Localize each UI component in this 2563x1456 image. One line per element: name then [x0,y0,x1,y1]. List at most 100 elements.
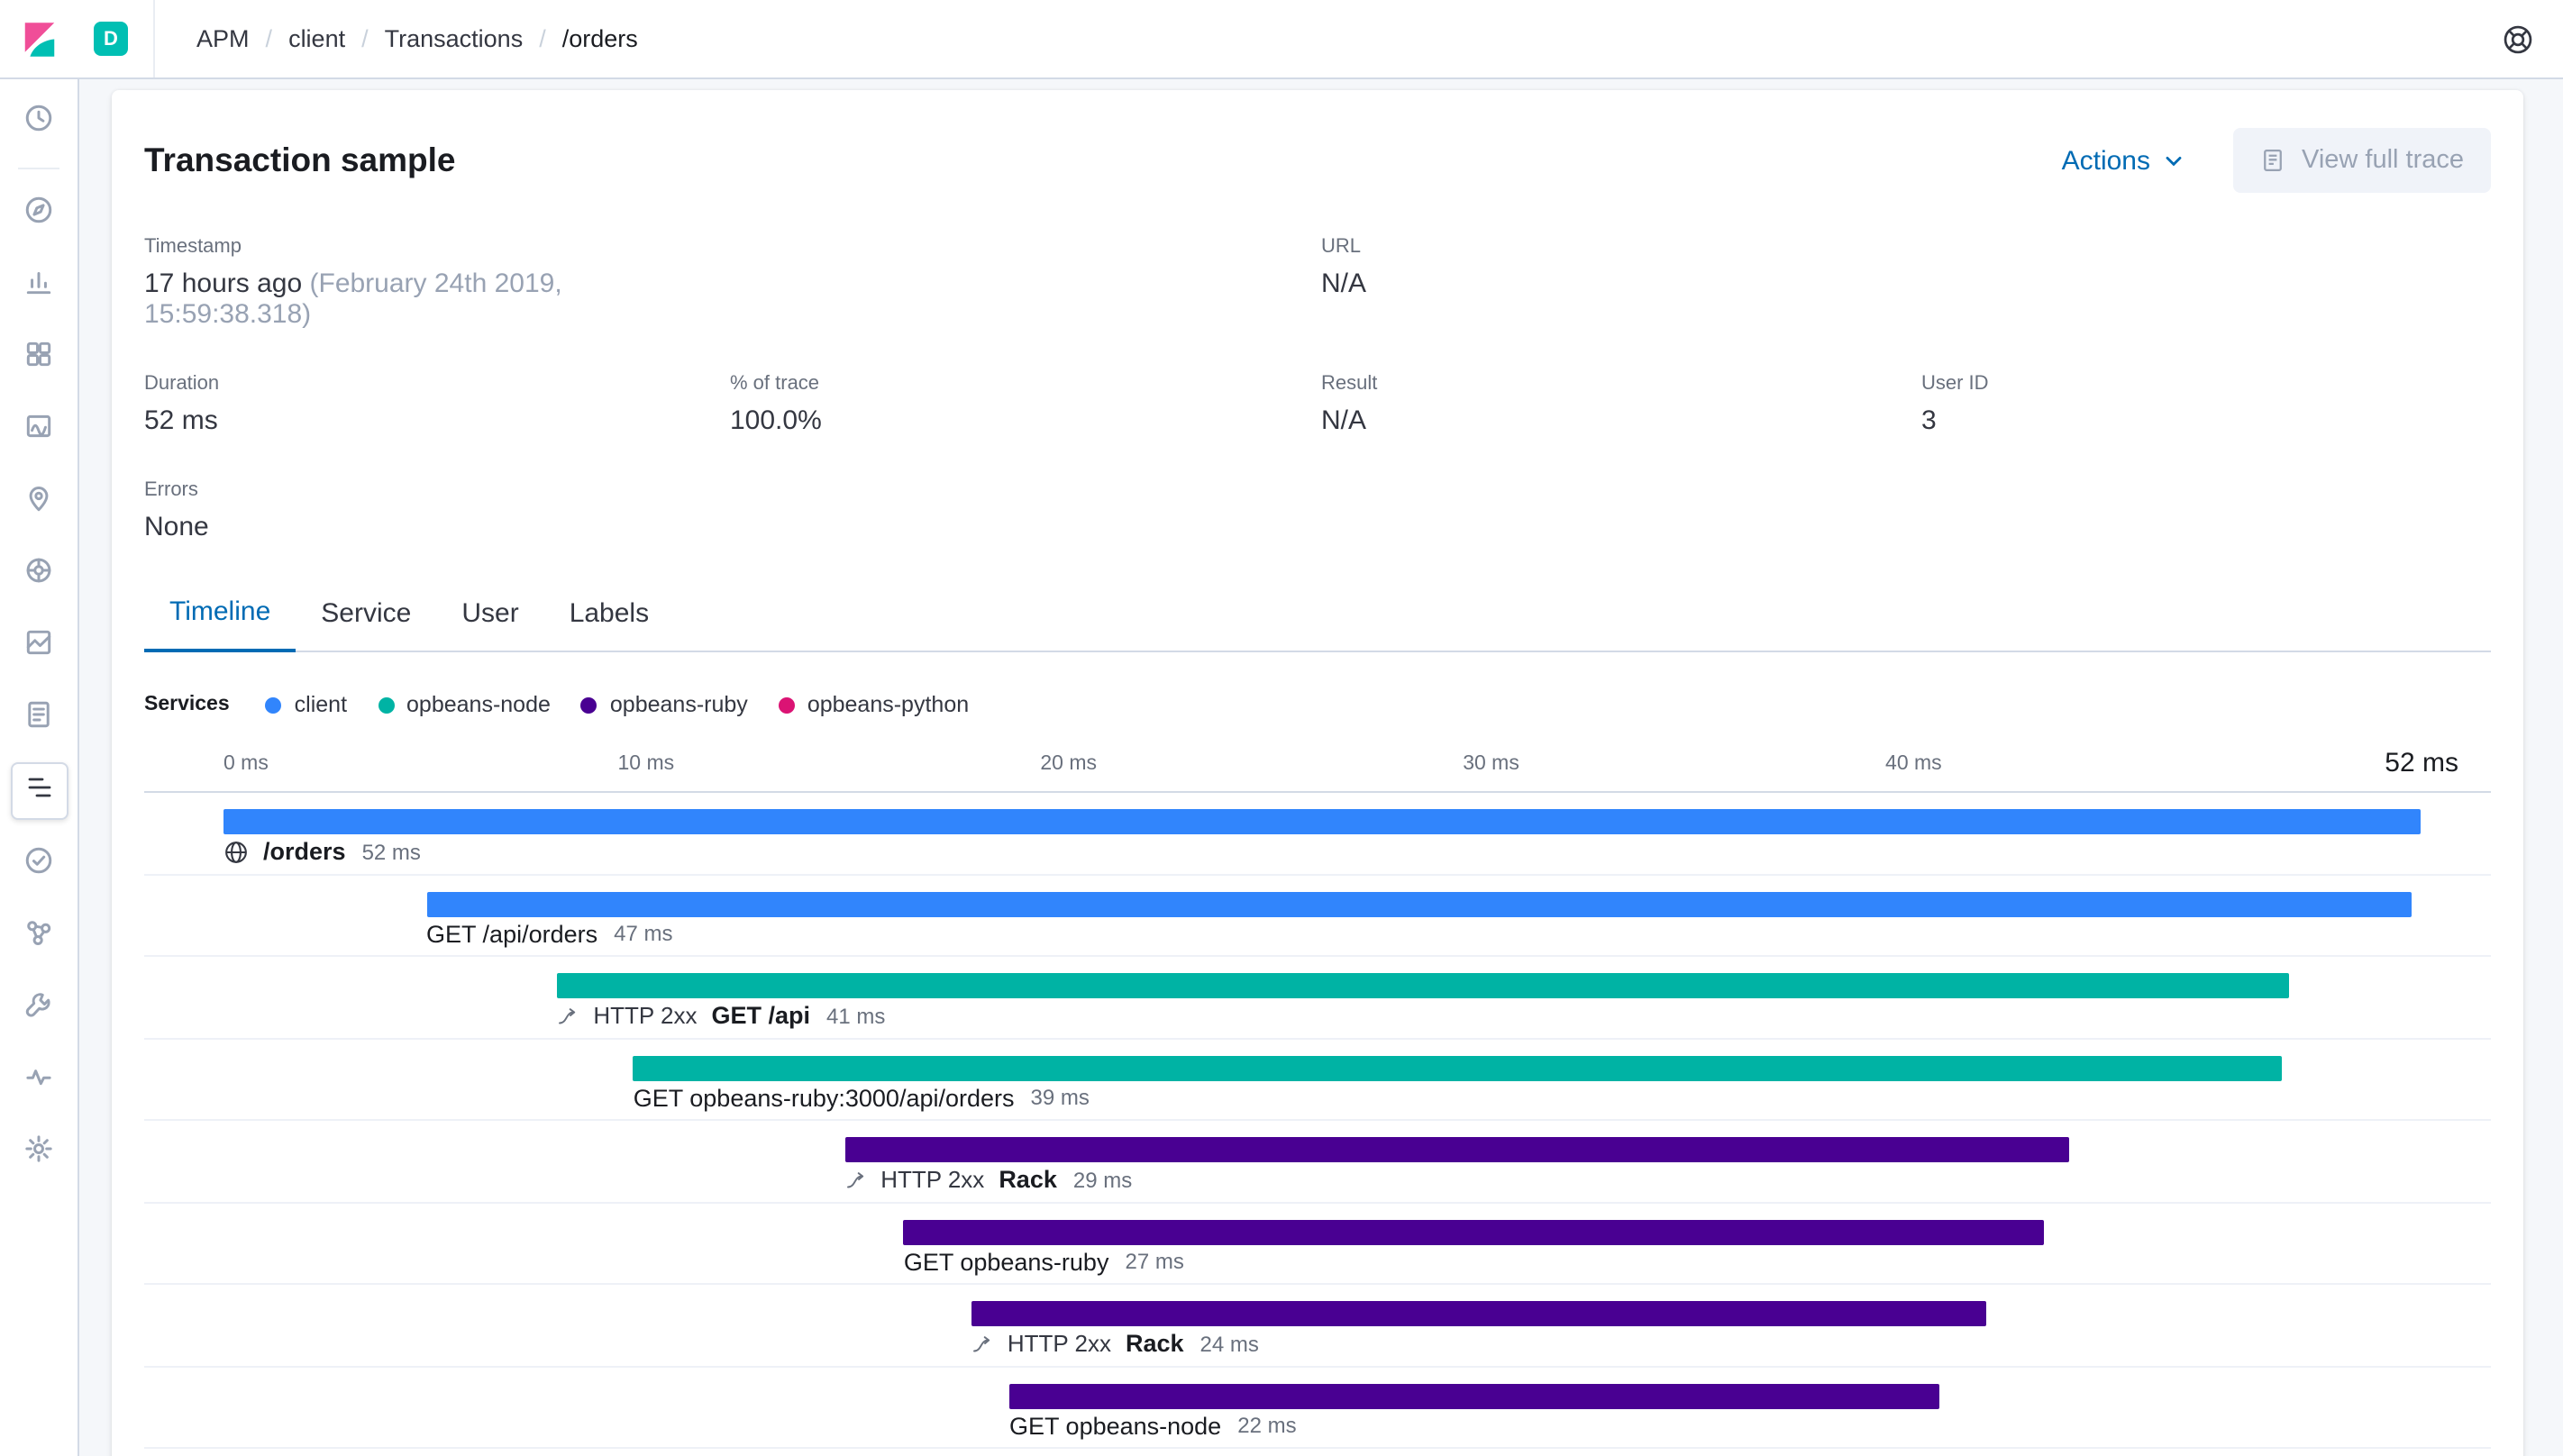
waterfall-label: HTTP 2xx Rack 24 ms [971,1330,1259,1357]
user-id-value: 3 [1921,405,1937,436]
waterfall-bar[interactable] [426,891,2413,916]
sidebar-item-machine-learning[interactable] [23,557,54,589]
services-legend: Services client opbeans-node opbeans-ruby o… [144,652,2491,717]
sidebar-item-canvas[interactable] [23,629,54,661]
sidebar-item-recent[interactable] [23,104,54,137]
view-full-trace-button[interactable]: View full trace [2233,128,2491,193]
waterfall-label: HTTP 2xx GET /api 41 ms [557,1002,885,1029]
waterfall-row[interactable]: HTTP 2xx Rack 24 ms [144,1285,2491,1367]
tab-timeline[interactable]: Timeline [144,596,296,652]
sidebar-item-discover[interactable] [23,196,54,229]
legend-dot-icon [265,696,282,713]
span-duration: 52 ms [361,839,421,864]
timeline-header: Services client opbeans-node opbeans-ruby o… [144,652,2491,793]
breadcrumb-item[interactable]: APM [196,25,250,52]
canvas-icon [23,626,54,666]
graph-icon [23,916,54,956]
visualize-icon [23,266,54,305]
sidebar-item-management[interactable] [23,1134,54,1168]
waterfall-row[interactable]: GET opbeans-ruby 27 ms [144,1203,2491,1285]
panel-header: Transaction sample Actions View f [112,90,2523,193]
waterfall-bar[interactable] [971,1301,1986,1326]
top-bar: D APM / client / Transactions / /orders [0,0,2563,79]
sidebar-item-timelion[interactable] [23,414,54,445]
timestamp-label: Timestamp [144,236,242,258]
duration-label: Duration [144,373,220,395]
sidebar-item-maps[interactable] [23,486,54,517]
breadcrumb-item[interactable]: Transactions [384,25,524,52]
waterfall-label: GET opbeans-ruby:3000/api/orders 39 ms [634,1084,1090,1111]
space-avatar[interactable]: D [94,22,128,56]
axis-tick-label: 20 ms [1040,753,1098,775]
waterfall-row[interactable]: /orders 52 ms [144,793,2491,875]
legend-label: opbeans-ruby [609,692,748,717]
chevron-down-icon [2166,156,2182,167]
tab-user[interactable]: User [436,596,543,651]
apm-icon [24,772,53,810]
tab-service[interactable]: Service [296,596,436,651]
sidebar-item-dev-tools[interactable] [23,992,54,1024]
waterfall-bar[interactable] [1009,1383,1939,1408]
waterfall-bar[interactable] [223,809,2421,834]
actions-menu-button[interactable]: Actions [2062,145,2186,176]
kibana-logo-icon [23,22,54,56]
sidebar-item-graph[interactable] [23,920,54,951]
errors-value: None [144,512,209,542]
trace-pct-label: % of trace [730,373,820,395]
metadata-errors: Errors None [144,479,730,542]
waterfall-bar[interactable] [903,1219,2045,1244]
waterfall-bar[interactable] [844,1137,2070,1162]
span-type-label: HTTP 2xx [1007,1330,1111,1357]
sidebar-item-apm[interactable] [10,762,68,820]
span-type-label: HTTP 2xx [593,1002,698,1029]
axis-tick-label: 0 ms [223,753,269,775]
span-name: GET /api [711,1002,811,1029]
span-duration: 47 ms [614,921,673,946]
errors-label: Errors [144,479,198,501]
waterfall-bar[interactable] [557,973,2290,998]
metadata-result: Result N/A [1321,373,1921,436]
trace-document-icon [2264,150,2282,171]
kibana-logo-button[interactable] [0,21,78,57]
detail-tabs: Timeline Service User Labels [144,596,2491,652]
management-icon [23,1133,54,1172]
waterfall-row[interactable]: HTTP 2xx Rack 29 ms [144,1121,2491,1203]
waterfall-label: GET /api/orders 47 ms [426,920,672,947]
help-button[interactable] [2502,23,2534,55]
axis-tick-label: 10 ms [617,753,675,775]
discover-icon [23,194,54,233]
metadata-url: URL N/A [1321,236,1921,330]
span-icon [557,1005,579,1026]
sidebar-item-visualize[interactable] [23,270,54,301]
legend-item-opbeans-python: opbeans-python [778,692,969,717]
breadcrumb-separator: / [539,25,546,52]
span-name: GET opbeans-ruby:3000/api/orders [633,1084,1015,1111]
waterfall-row[interactable]: GET /api/orders 47 ms [144,875,2491,957]
sidebar-item-logs[interactable] [23,700,54,733]
waterfall-row[interactable]: GET opbeans-ruby:3000/api/orders 39 ms [144,1039,2491,1121]
sidebar-item-monitoring[interactable] [23,1065,54,1096]
span-name: Rack [1125,1330,1184,1357]
waterfall-bar[interactable] [633,1055,2282,1080]
span-duration: 39 ms [1030,1085,1090,1110]
legend-item-client: client [265,692,347,717]
breadcrumb-item: /orders [561,25,638,52]
sidebar-item-uptime[interactable] [23,846,54,879]
monitoring-icon [23,1060,54,1100]
waterfall-label: GET opbeans-node 22 ms [1009,1412,1297,1439]
tab-labels[interactable]: Labels [544,596,674,651]
span-icon [844,1169,866,1190]
breadcrumb: APM / client / Transactions / /orders [196,25,638,52]
waterfall-row[interactable]: GET opbeans-node 22 ms [144,1367,2491,1449]
sidebar-item-dashboard[interactable] [23,341,54,373]
timelion-icon [23,410,54,450]
metadata-duration: Duration 52 ms [144,373,730,436]
help-icon [2504,24,2532,53]
breadcrumb-item[interactable]: client [288,25,346,52]
waterfall-row[interactable]: HTTP 2xx GET /api 41 ms [144,957,2491,1039]
axis-total-label: 52 ms [2385,748,2458,778]
span-name: /orders [263,838,346,865]
legend-title: Services [144,694,230,715]
span-duration: 41 ms [826,1003,886,1028]
